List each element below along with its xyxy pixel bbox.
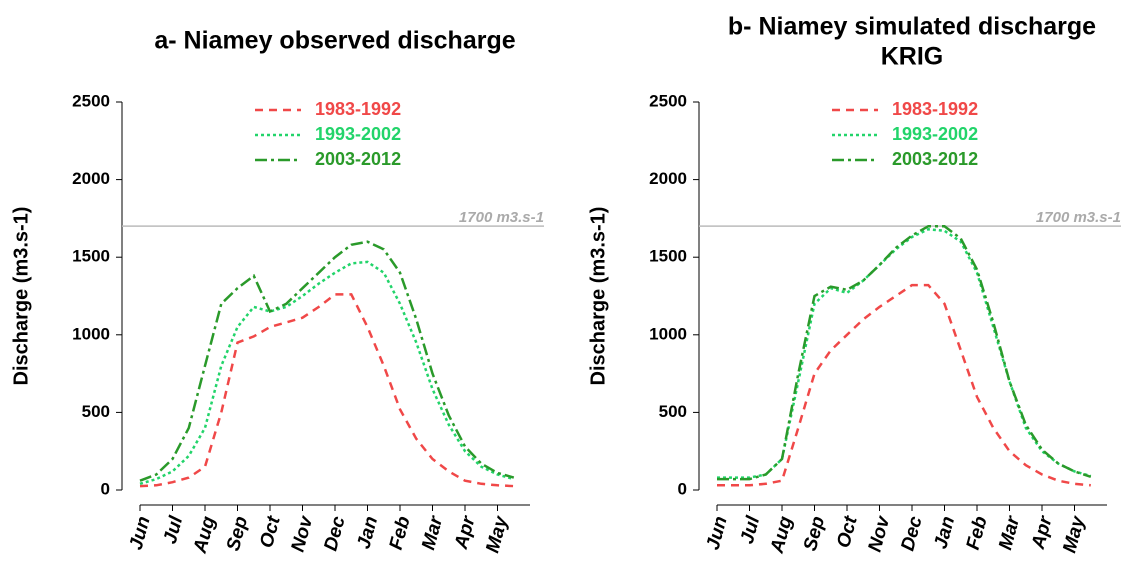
x-tick-label: Apr [451, 513, 480, 553]
y-axis-label: Discharge (m3.s-1) [587, 207, 609, 386]
x-tick-label: Dec [320, 514, 349, 554]
x-tick-label: Aug [190, 514, 220, 556]
y-tick-label: 0 [101, 479, 110, 498]
x-tick-label: Dec [897, 514, 926, 554]
y-tick-label: 1000 [72, 324, 110, 343]
chart-title: KRIG [881, 43, 944, 71]
y-tick-label: 2500 [72, 91, 110, 110]
x-tick-label: Jun [126, 514, 155, 552]
y-tick-label: 2500 [649, 91, 687, 110]
x-tick-label: Jul [160, 513, 188, 546]
x-tick-label: Jul [737, 513, 765, 546]
chart-title: b- Niamey simulated discharge [728, 13, 1096, 41]
x-tick-label: Jun [703, 514, 732, 552]
y-tick-label: 1500 [649, 247, 687, 266]
y-tick-label: 500 [82, 402, 110, 421]
y-tick-label: 2000 [72, 169, 110, 188]
legend-label: 1983-1992 [892, 99, 978, 119]
y-tick-label: 500 [659, 402, 687, 421]
data-line [717, 224, 1092, 481]
y-axis-label: Discharge (m3.s-1) [10, 207, 32, 386]
legend-label: 2003-2012 [892, 149, 978, 169]
legend-label: 1983-1992 [315, 99, 401, 119]
x-tick-label: Oct [833, 514, 862, 551]
legend-label: 1993-2002 [315, 124, 401, 144]
x-tick-label: Nov [288, 513, 318, 554]
y-tick-label: 1000 [649, 324, 687, 343]
x-tick-label: Aug [767, 514, 797, 556]
y-tick-label: 1500 [72, 247, 110, 266]
data-line [717, 228, 1092, 479]
x-tick-label: Sep [223, 514, 252, 553]
x-tick-label: May [1059, 513, 1089, 556]
x-tick-label: Apr [1028, 513, 1057, 553]
reference-label: 1700 m3.s-1 [1036, 209, 1121, 226]
x-tick-label: Oct [256, 514, 285, 551]
x-tick-label: Mar [995, 513, 1024, 553]
data-line [139, 260, 515, 486]
data-line [139, 293, 514, 488]
chart-title: a- Niamey observed discharge [154, 27, 515, 55]
legend-label: 2003-2012 [315, 149, 401, 169]
reference-label: 1700 m3.s-1 [459, 209, 544, 226]
x-tick-label: Mar [418, 513, 447, 553]
x-tick-label: Jan [930, 514, 959, 551]
data-line [139, 240, 515, 482]
x-tick-label: Jan [353, 514, 382, 551]
x-tick-label: Feb [386, 514, 415, 552]
legend-label: 1993-2002 [892, 124, 978, 144]
y-tick-label: 0 [678, 479, 687, 498]
x-tick-label: May [482, 513, 512, 556]
x-tick-label: Sep [800, 514, 829, 553]
y-tick-label: 2000 [649, 169, 687, 188]
data-line [717, 283, 1091, 487]
x-tick-label: Nov [865, 513, 895, 554]
x-tick-label: Feb [963, 514, 992, 552]
